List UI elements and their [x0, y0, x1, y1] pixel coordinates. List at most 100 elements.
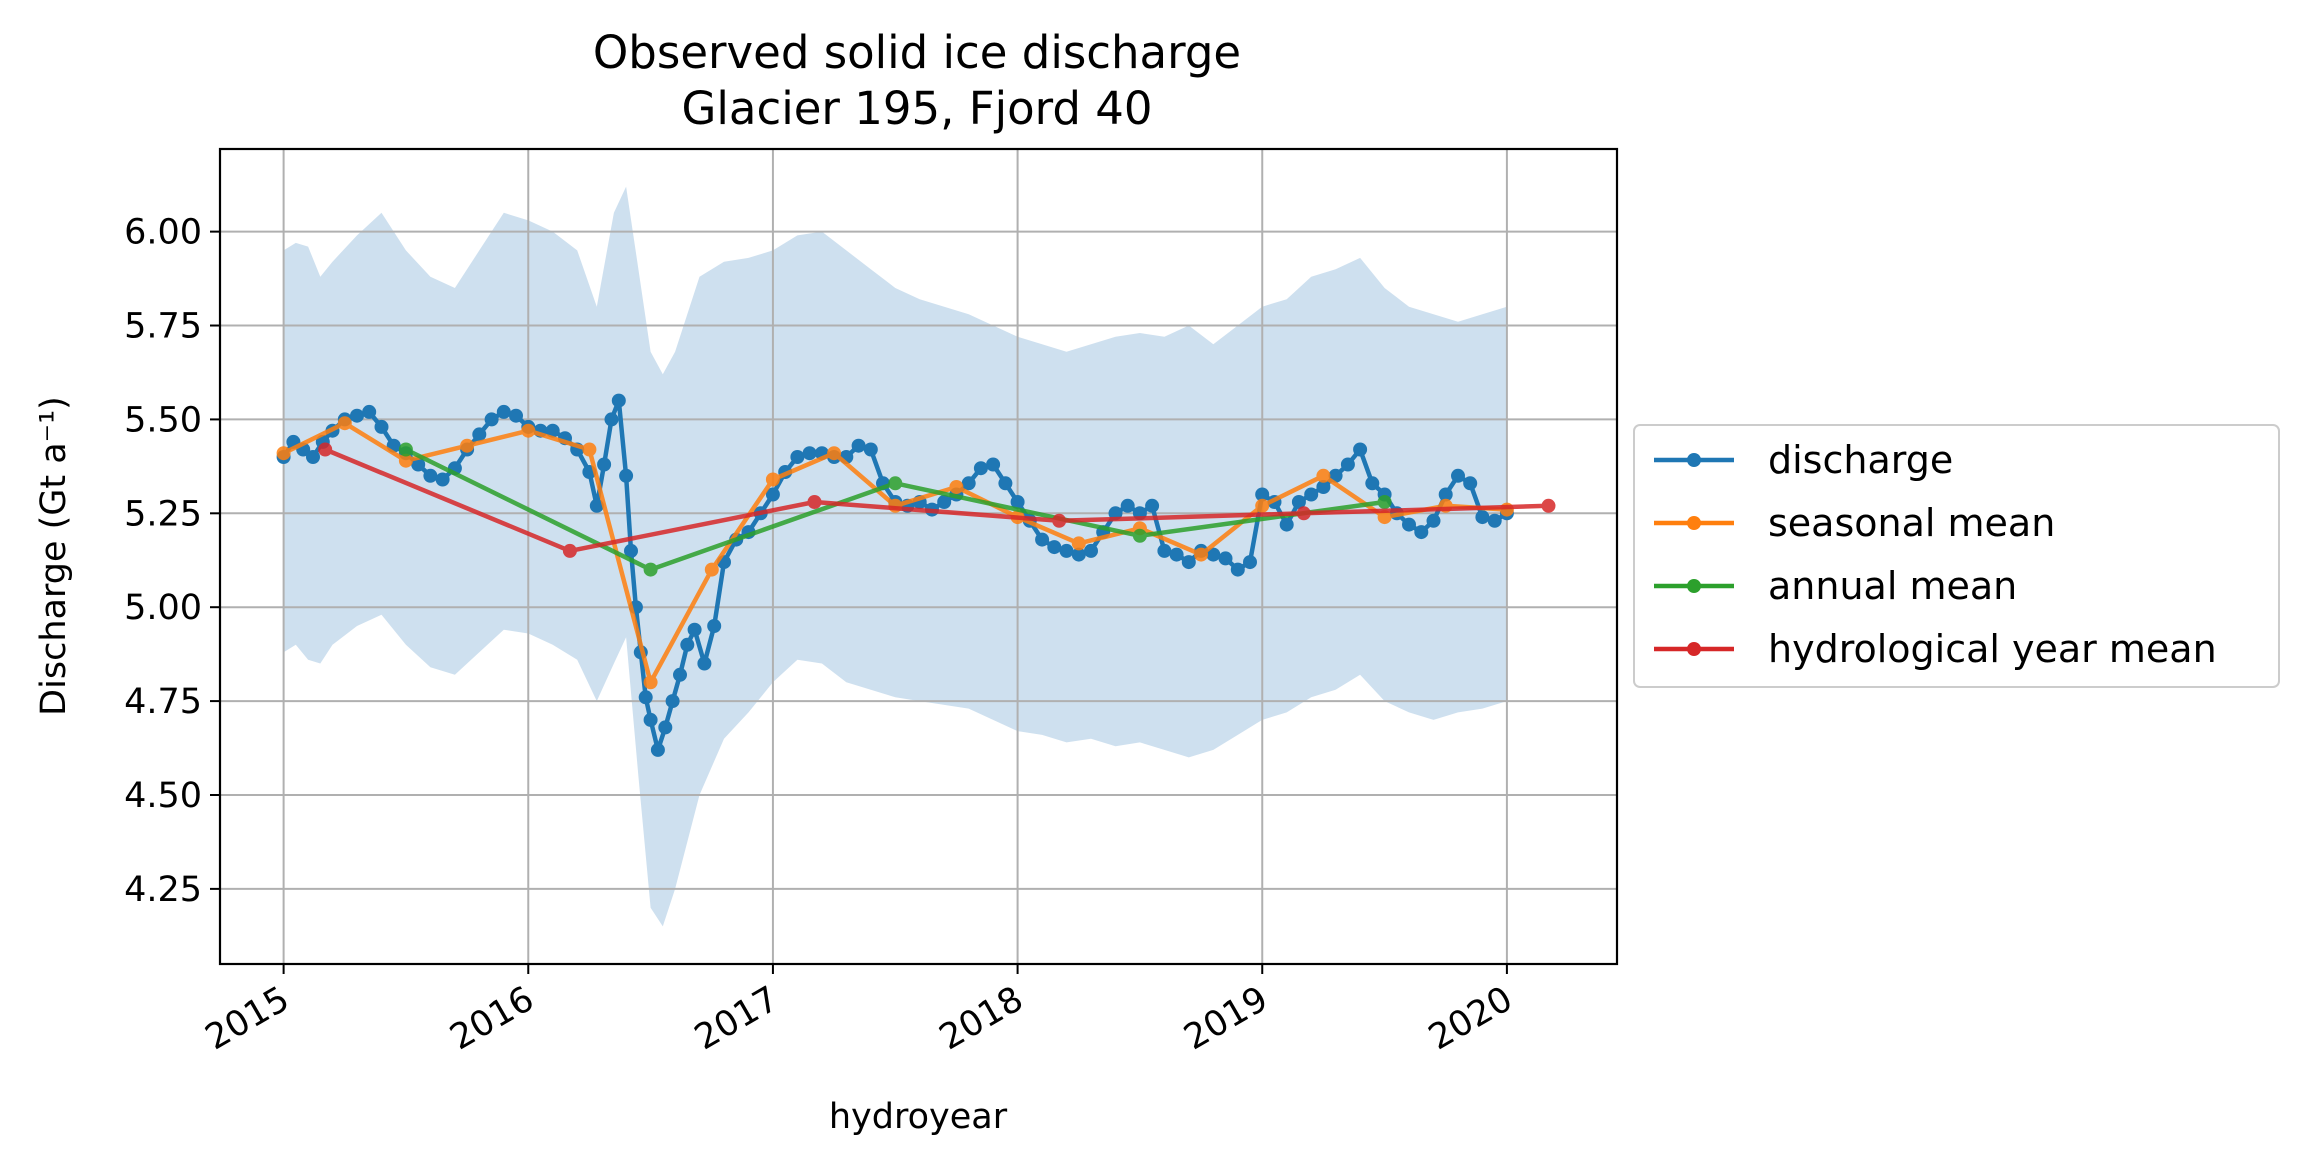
- data-point-discharge: [1316, 480, 1331, 494]
- data-point-discharge: [484, 412, 499, 427]
- data-point-discharge: [986, 457, 1001, 472]
- data-point-discharge: [1035, 532, 1050, 547]
- legend-marker: [1687, 453, 1701, 467]
- grid-layer: [220, 149, 1617, 964]
- data-point-discharge: [1243, 555, 1257, 570]
- legend-marker: [1687, 642, 1701, 656]
- data-point-discharge: [707, 619, 722, 633]
- y-tick-label: 4.75: [124, 682, 202, 722]
- data-point-discharge: [604, 412, 619, 427]
- data-point-discharge: [1059, 543, 1074, 558]
- data-point-discharge: [624, 543, 638, 558]
- data-point-seasonal-mean: [398, 453, 413, 468]
- data-point-discharge: [1120, 498, 1135, 513]
- data-point-discharge: [1291, 495, 1306, 509]
- data-point-discharge: [1487, 513, 1502, 528]
- y-tick-label: 5.75: [124, 307, 202, 347]
- data-point-discharge: [1206, 547, 1221, 562]
- legend-item-annual-mean: annual mean: [1654, 564, 2017, 608]
- data-point-discharge: [1047, 540, 1062, 555]
- legend-item-hydrological-year-mean: hydrological year mean: [1654, 627, 2217, 671]
- y-tick-label: 5.50: [124, 400, 202, 440]
- y-tick-label: 6.00: [124, 213, 202, 253]
- data-point-discharge: [619, 468, 634, 483]
- x-tick-label: 2020: [1422, 979, 1519, 1058]
- y-tick-label: 4.50: [124, 776, 202, 816]
- series-line-hydrological-year-mean: [324, 447, 1549, 554]
- data-point-discharge: [687, 622, 702, 637]
- data-point-hydrological-year-mean: [1052, 513, 1067, 528]
- data-point-seasonal-mean: [765, 472, 780, 487]
- data-point-discharge: [1463, 476, 1478, 491]
- uncertainty-band-layer: [283, 186, 1507, 927]
- data-point-seasonal-mean: [949, 480, 964, 494]
- uncertainty-band: [283, 186, 1507, 927]
- data-point-seasonal-mean: [337, 416, 352, 431]
- data-point-discharge: [937, 495, 952, 509]
- data-point-discharge: [1475, 510, 1490, 525]
- data-point-annual-mean: [643, 562, 658, 577]
- data-point-seasonal-mean: [704, 562, 719, 577]
- plot-frame: [218, 147, 1619, 966]
- data-point-seasonal-mean: [643, 675, 658, 690]
- data-point-seasonal-mean: [1071, 536, 1086, 551]
- data-point-discharge: [1365, 476, 1380, 491]
- legend-label: discharge: [1768, 438, 1953, 482]
- x-tick-label: 2015: [199, 979, 296, 1058]
- legend: discharge seasonal mean annual mean hydrolo…: [1633, 424, 2280, 688]
- data-point-discharge: [509, 408, 523, 423]
- data-point-discharge: [1218, 551, 1233, 566]
- legend-marker: [1687, 516, 1701, 530]
- series-annual-mean: [398, 442, 1392, 577]
- legend-marker: [1687, 579, 1701, 593]
- data-point-seasonal-mean: [276, 446, 291, 461]
- data-point-discharge: [1084, 543, 1098, 558]
- data-point-discharge: [472, 427, 487, 442]
- data-point-discharge: [350, 408, 364, 423]
- x-tick-label: 2017: [688, 979, 785, 1058]
- legend-frame: [1633, 424, 2280, 688]
- data-point-annual-mean: [398, 442, 413, 457]
- data-point-discharge: [863, 442, 878, 457]
- data-point-discharge: [1438, 487, 1453, 502]
- data-point-hydrological-year-mean: [562, 543, 577, 558]
- x-tick-label: 2018: [933, 979, 1030, 1058]
- data-point-discharge: [673, 667, 687, 682]
- data-point-discharge: [650, 742, 665, 757]
- data-point-discharge: [961, 476, 976, 491]
- x-tick-label: 2016: [444, 979, 541, 1058]
- data-point-discharge: [1181, 555, 1196, 570]
- data-point-discharge: [1414, 525, 1429, 540]
- data-point-discharge: [411, 457, 426, 472]
- legend-item-seasonal-mean: seasonal mean: [1654, 501, 2055, 545]
- data-point-discharge: [306, 450, 320, 464]
- chart-subtitle: Glacier 195, Fjord 40: [682, 82, 1153, 135]
- data-point-discharge: [1169, 547, 1184, 562]
- data-point-discharge: [1157, 543, 1172, 558]
- series-hydrological-year-mean: [318, 442, 1556, 558]
- data-point-discharge: [545, 423, 560, 438]
- data-point-discharge: [374, 419, 389, 434]
- data-point-discharge: [1426, 513, 1441, 528]
- data-point-seasonal-mean: [1377, 510, 1392, 525]
- data-point-seasonal-mean: [1255, 498, 1270, 513]
- data-point-seasonal-mean: [521, 423, 536, 438]
- data-point-discharge: [496, 404, 511, 419]
- series-seasonal-mean: [276, 416, 1514, 690]
- data-point-seasonal-mean: [1316, 468, 1331, 483]
- data-point-discharge: [1230, 562, 1245, 577]
- data-point-seasonal-mean: [582, 442, 597, 457]
- data-point-discharge: [1304, 487, 1319, 502]
- data-point-hydrological-year-mean: [1296, 506, 1311, 521]
- x-tick-label: 2019: [1178, 979, 1275, 1058]
- data-point-hydrological-year-mean: [807, 495, 822, 509]
- data-point-discharge: [697, 656, 712, 671]
- data-point-hydrological-year-mean: [318, 442, 333, 457]
- data-point-discharge: [1255, 487, 1270, 502]
- legend-label: hydrological year mean: [1768, 627, 2217, 671]
- chart-title: Observed solid ice discharge: [593, 26, 1241, 79]
- data-point-discharge: [765, 487, 780, 502]
- data-point-discharge: [1279, 517, 1294, 532]
